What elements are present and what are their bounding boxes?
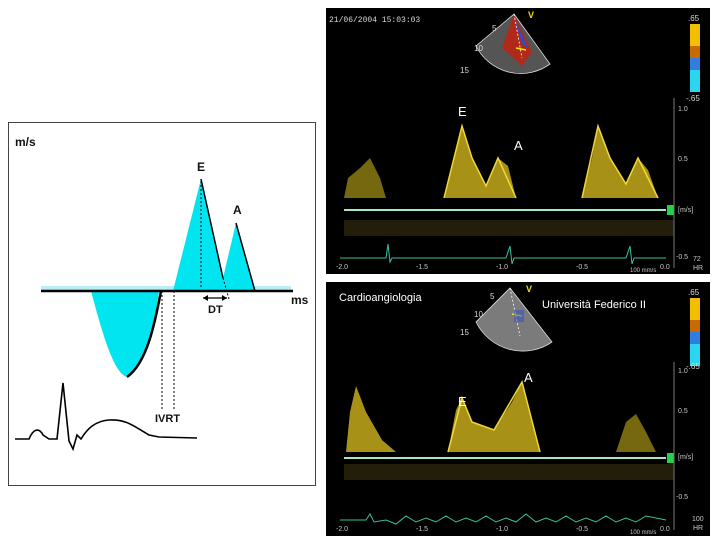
doppler-panel-bottom: Cardioangiologia Università Federico II … (326, 282, 710, 536)
dt-arrow-head-right (222, 295, 227, 301)
x-axis-unit-label: ms (291, 293, 309, 307)
a-wave-label-bottom: A (524, 370, 533, 385)
systolic-wave-outline (126, 290, 163, 379)
doppler-panel-top: 21/06/2004 15:03:03 V 5 10 15 .65 -.65 E… (326, 8, 710, 274)
x-tick-neg-0-5: -0.5 (576, 264, 589, 271)
doppler-panel-bottom-drawing (340, 287, 700, 530)
diastolic-wave-fill (173, 179, 255, 291)
a-wave-downslope (235, 222, 256, 292)
depth-tick-5: 5 (492, 24, 497, 33)
diagram-drawing (15, 178, 293, 452)
caption-universita: Università Federico II (542, 299, 646, 311)
spectral-envelope-2 (582, 126, 658, 198)
doppler-panel-top-drawing (340, 13, 700, 268)
ecg-trace-bottom (340, 513, 667, 525)
color-flow-region (502, 14, 532, 66)
x-tick-neg-2-0: -2.0 (336, 264, 349, 271)
heart-rate-value-bottom: 100 (692, 516, 704, 523)
spectral-envelope-bottom (448, 382, 540, 452)
e-wave-downslope (200, 178, 224, 279)
heart-rate-label-bottom: HR (693, 525, 704, 532)
depth-tick-10-bottom: 10 (474, 310, 483, 319)
depth-tick-15-bottom: 15 (460, 328, 469, 337)
x-tick-neg-1-5-bottom: -1.5 (416, 526, 429, 533)
a-wave-label: A (233, 203, 242, 217)
x-tick-neg-1-5: -1.5 (416, 264, 429, 271)
timestamp: 21/06/2004 15:03:03 (329, 16, 421, 25)
x-tick-neg-2-0-bottom: -2.0 (336, 526, 349, 533)
probe-marker: V (528, 10, 535, 20)
y-unit-bottom: [m/s] (678, 454, 694, 461)
ecg-trace-top (340, 243, 666, 265)
sweep-speed-bottom: 100 mm/s (630, 530, 657, 536)
dt-arrow-head-left (203, 295, 208, 301)
baseline-band (41, 286, 291, 290)
ivrt-label: IVRT (155, 413, 181, 425)
heart-rate-label: HR (693, 265, 704, 272)
e-wave-label-top: E (458, 104, 467, 119)
depth-tick-15: 15 (460, 66, 469, 75)
baseline-marker (667, 205, 674, 215)
y-unit: [m/s] (678, 207, 694, 214)
x-tick-0-0: 0.0 (660, 264, 670, 271)
cursor-line (513, 13, 523, 59)
x-tick-0-0-bottom: 0.0 (660, 526, 670, 533)
depth-tick-10: 10 (474, 44, 483, 53)
y-axis-unit-label: m/s (15, 135, 36, 149)
color-bar-top-label: .65 (688, 14, 700, 23)
depth-tick-5-bottom: 5 (490, 292, 495, 301)
ecg-trace (15, 382, 198, 452)
y-tick-1-0: 1.0 (678, 106, 688, 113)
color-bar-bottom-label-bottom: -.65 (686, 362, 700, 371)
e-wave-label: E (197, 160, 206, 174)
y-tick-0-5: 0.5 (678, 156, 688, 163)
x-tick-neg-0-5-bottom: -0.5 (576, 526, 589, 533)
systolic-wave-fill (91, 291, 159, 377)
color-bar-bottom-label: -.65 (686, 94, 700, 103)
probe-marker-bottom: V (526, 284, 533, 294)
doppler-schematic-diagram: m/s ms E A DT IVRT (8, 122, 316, 486)
spectral-envelope-1 (444, 126, 516, 198)
heart-rate-value: 72 (693, 256, 701, 263)
sweep-speed: 100 mm/s (630, 268, 657, 274)
color-flow-blue (514, 18, 528, 48)
x-tick-neg-1-0-bottom: -1.0 (496, 526, 509, 533)
y-tick-neg-0-5: -0.5 (676, 254, 689, 261)
sample-gate (515, 47, 527, 51)
y-tick-neg-0-5-bottom: -0.5 (676, 494, 689, 501)
y-tick-1-0-bottom: 1.0 (678, 368, 688, 375)
caption-cardioangiologia: Cardioangiologia (339, 292, 422, 304)
a-wave-label-top: A (514, 138, 523, 153)
dt-label: DT (208, 304, 223, 316)
y-tick-0-5-bottom: 0.5 (678, 408, 688, 415)
color-bar-top-label-bottom: .65 (688, 288, 700, 297)
x-tick-neg-1-0: -1.0 (496, 264, 509, 271)
e-wave-label-bottom: E (458, 394, 467, 409)
